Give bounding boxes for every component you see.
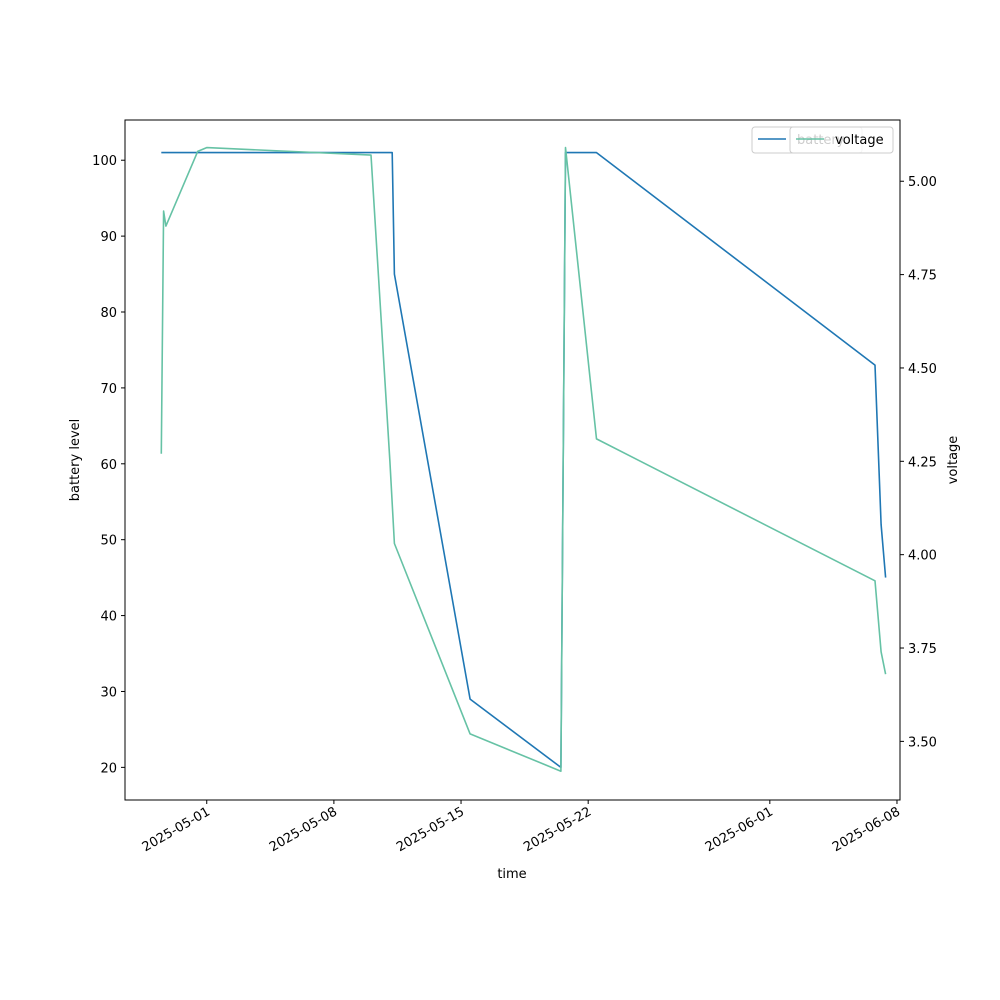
legend-voltage-frame	[789, 126, 894, 154]
y-tick-label-30: 30	[100, 685, 117, 700]
y-tick-label-40: 40	[100, 610, 117, 625]
y-tick-label-20: 20	[100, 761, 117, 776]
series-layer	[160, 146, 887, 773]
y2-tick-label-4.25: 4.25	[908, 455, 937, 470]
y-axis-left: 20 30 40 50 60 70 80 90 100	[92, 154, 125, 776]
y-tick-label-50: 50	[100, 534, 117, 549]
legend-voltage: voltage	[789, 126, 894, 154]
y-tick-label-60: 60	[100, 458, 117, 473]
y-tick-label-70: 70	[100, 382, 117, 397]
y2-tick-label-5.00: 5.00	[908, 175, 937, 190]
series-line-voltage	[160, 146, 887, 773]
y2-axis-label: voltage	[946, 436, 961, 485]
y-tick-label-90: 90	[100, 230, 117, 245]
y-tick-label-100: 100	[92, 154, 117, 169]
y2-tick-label-4.00: 4.00	[908, 549, 937, 564]
y-axis-label: battery level	[68, 419, 83, 502]
y-axis-right: 3.50 3.75 4.00 4.25 4.50 4.75 5.00	[900, 175, 937, 750]
y2-tick-label-4.50: 4.50	[908, 362, 937, 377]
x-axis-label: time	[497, 867, 526, 882]
y2-tick-label-4.75: 4.75	[908, 269, 937, 284]
plot-frame	[124, 119, 901, 801]
y-tick-label-80: 80	[100, 306, 117, 321]
legend-voltage-label: voltage	[835, 133, 884, 148]
y2-tick-label-3.50: 3.50	[908, 735, 937, 750]
y2-tick-label-3.75: 3.75	[908, 642, 937, 657]
